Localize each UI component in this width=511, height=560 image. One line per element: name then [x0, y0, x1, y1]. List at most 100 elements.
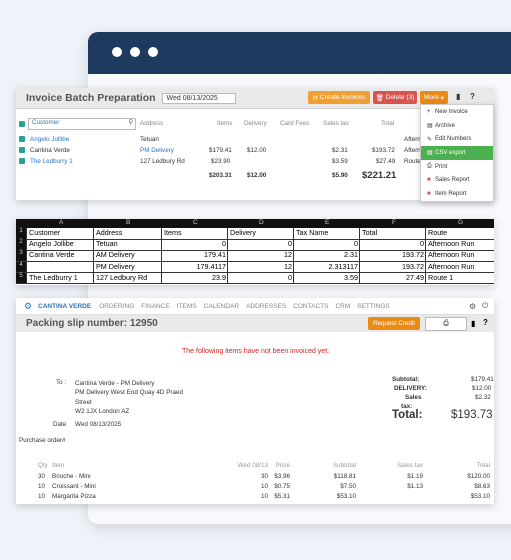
- nav-addresses[interactable]: ADDRESSES: [246, 302, 287, 310]
- spreadsheet-cell[interactable]: Afternoon Run: [425, 250, 495, 261]
- spreadsheet-cell[interactable]: [26, 261, 94, 273]
- spreadsheet-cell[interactable]: 193.72: [359, 250, 426, 261]
- nav-finance[interactable]: FINANCE: [141, 302, 170, 310]
- row-checkbox[interactable]: [19, 147, 25, 153]
- more-button[interactable]: More ▾: [420, 91, 448, 104]
- spreadsheet-cell[interactable]: 0: [227, 272, 294, 284]
- nav-items[interactable]: ITEMS: [176, 302, 197, 310]
- spreadsheet-cell[interactable]: Address: [93, 228, 162, 239]
- power-icon[interactable]: ⏻: [482, 301, 489, 310]
- row-checkbox[interactable]: [19, 136, 25, 142]
- nav-ordering[interactable]: ORDERING: [99, 302, 135, 310]
- spreadsheet-cell[interactable]: 127 Ledbury Rd: [93, 272, 162, 284]
- spreadsheet-row: 5 The Ledburry 1 127 Ledbury Rd 23.9 0 3.59 27…: [16, 272, 495, 285]
- spreadsheet-cell[interactable]: The Ledburry 1: [26, 272, 94, 284]
- customer-column-label: Customer: [32, 119, 60, 126]
- column-header: Delivery: [244, 120, 267, 127]
- spreadsheet-cell[interactable]: Route: [425, 228, 495, 239]
- nav-contacts[interactable]: CONTACTS: [293, 302, 329, 310]
- spreadsheet-row: 3 Cantina Verde AM Delivery 179.41 12 2.31 193…: [16, 250, 494, 262]
- spreadsheet-cell[interactable]: 0: [293, 239, 360, 250]
- date-field[interactable]: Wed 08/13/2025: [161, 92, 236, 104]
- spreadsheet-cell[interactable]: Delivery: [227, 228, 294, 239]
- customer-link[interactable]: The Ledburry 1: [30, 158, 73, 165]
- spreadsheet-cell[interactable]: Cantina Verde: [26, 250, 94, 261]
- spreadsheet-cell[interactable]: Items: [161, 228, 228, 239]
- subtotal-value: $179.41: [471, 376, 494, 383]
- customer-link[interactable]: Cantina Verde: [30, 147, 70, 154]
- menu-item-edit-numbers[interactable]: ✎ Edit Numbers: [421, 132, 493, 146]
- spreadsheet-cell[interactable]: 12: [227, 261, 294, 273]
- spreadsheet-cell[interactable]: Tetuan: [93, 239, 162, 250]
- row-checkbox[interactable]: [19, 158, 25, 164]
- address-cell: 127 Ledbury Rd: [140, 158, 185, 165]
- spreadsheet-cell[interactable]: 0: [161, 239, 228, 250]
- nav-calendar[interactable]: CALENDAR: [203, 302, 240, 310]
- nav-crm[interactable]: CRM: [335, 302, 351, 310]
- total-cell: $27.49: [376, 158, 396, 165]
- menu-item-sales-report[interactable]: ■ Sales Report: [421, 173, 493, 187]
- spreadsheet-cell[interactable]: 193.72: [359, 261, 426, 273]
- spreadsheet-cell[interactable]: 27.49: [359, 272, 426, 284]
- slip-date: Wed 08/13/2025: [75, 421, 122, 428]
- item-cell: $1.19: [407, 473, 423, 480]
- spreadsheet-cell[interactable]: Route 1: [425, 272, 495, 284]
- book-icon[interactable]: ▮: [471, 319, 476, 328]
- menu-item-archive[interactable]: ▤ Archive: [421, 119, 493, 133]
- spreadsheet-cell[interactable]: 0: [359, 239, 426, 250]
- spreadsheet-cell[interactable]: Total: [359, 228, 426, 239]
- spreadsheet-cell[interactable]: AM Delivery: [93, 250, 162, 261]
- spreadsheet-cell[interactable]: Angelo Jollibe: [26, 239, 94, 250]
- spreadsheet-cell[interactable]: 179.4117: [161, 261, 228, 273]
- column-letter: B: [126, 219, 131, 226]
- table-row[interactable]: The Ledburry 1 127 Ledbury Rd $23.90 $3.…: [16, 158, 494, 168]
- spreadsheet-cell[interactable]: Afternoon Run: [425, 239, 495, 250]
- spreadsheet-cell[interactable]: Afternoon Run: [425, 261, 495, 273]
- spreadsheet-cell[interactable]: Customer: [26, 228, 94, 239]
- spreadsheet-cell[interactable]: Tax Name: [293, 228, 360, 239]
- spreadsheet-cell[interactable]: 12: [227, 250, 294, 261]
- print-button[interactable]: ⎙: [425, 317, 467, 331]
- total-label: Total:: [392, 409, 423, 421]
- customer-search-input[interactable]: Customer ⚲: [28, 118, 136, 130]
- spreadsheet-cell[interactable]: 2.31: [293, 250, 360, 261]
- table-row[interactable]: Cantina Verde PM Delivery $179.41 $12.00…: [16, 147, 494, 157]
- subtotal-label: Subtotal:: [392, 376, 420, 383]
- nav-settings[interactable]: SETTINGS: [357, 302, 390, 310]
- brand-name[interactable]: CANTINA VERDE: [38, 302, 92, 310]
- items-column-header: Wed 08/13: [237, 462, 268, 469]
- menu-item-item-report[interactable]: ■ Item Report: [421, 187, 493, 201]
- spreadsheet-cell[interactable]: 3.59: [293, 272, 360, 284]
- request-credit-button[interactable]: Request Credit: [368, 317, 420, 330]
- customer-link[interactable]: Angelo Jollibe: [30, 136, 70, 143]
- delivery-label: DELIVERY:: [394, 385, 427, 392]
- help-icon[interactable]: ?: [483, 318, 488, 327]
- delete-button[interactable]: 🗑 Delete (3): [373, 91, 417, 104]
- total-value: $193.73: [451, 409, 493, 421]
- spreadsheet-cell[interactable]: 2.313117: [293, 261, 360, 273]
- menu-item-print[interactable]: ⎙ Print: [421, 160, 493, 174]
- menu-item-csv-export[interactable]: ▤ CSV export: [421, 146, 493, 160]
- spreadsheet-cell[interactable]: 179.41: [161, 250, 228, 261]
- select-all-checkbox[interactable]: [19, 121, 25, 127]
- create-invoices-button[interactable]: ⟳ Create Invoices: [308, 91, 370, 104]
- spreadsheet-cell[interactable]: PM Delivery: [93, 261, 162, 273]
- spreadsheet-cell[interactable]: 23.9: [161, 272, 228, 284]
- item-cell: $53.10: [336, 493, 356, 500]
- address-link[interactable]: PM Delivery: [140, 147, 174, 154]
- column-header: Items: [217, 120, 233, 127]
- tax-cell: $2.31: [332, 147, 348, 154]
- menu-label: Item Report: [435, 190, 467, 197]
- spreadsheet-cell[interactable]: 0: [227, 239, 294, 250]
- address-line: W2 1JX London AZ: [75, 408, 130, 416]
- item-cell: 30: [260, 473, 268, 480]
- item-cell: $120.00: [467, 473, 490, 480]
- route-cell: Afternoo: [404, 147, 428, 154]
- table-row[interactable]: Angelo Jollibe Tetuan Afternoo: [16, 136, 494, 146]
- gear-icon[interactable]: ⚙: [469, 301, 477, 311]
- window-dot-icon: [130, 47, 140, 57]
- book-icon[interactable]: ▮: [456, 92, 461, 101]
- help-icon[interactable]: ?: [470, 92, 475, 101]
- to-label: To :: [56, 379, 67, 386]
- menu-item-new-invoice[interactable]: + New Invoice: [421, 105, 493, 119]
